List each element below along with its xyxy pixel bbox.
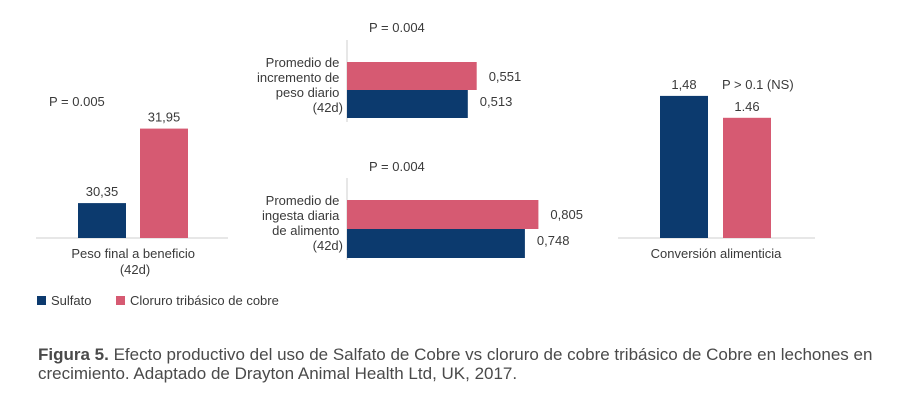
category-label-line: (42d): [120, 262, 150, 277]
bar-cloruro: [347, 200, 539, 229]
category-label-line: Peso final a beneficio: [71, 246, 195, 261]
data-label-sulfato: 0,748: [537, 233, 570, 248]
bar-sulfato: [78, 203, 126, 238]
category-label: Promedio de incremento de peso diario (4…: [257, 55, 343, 115]
bar-sulfato: [347, 229, 525, 258]
panel-conversion: P > 0.1 (NS) 1,48 1.46 Conversión alimen…: [618, 77, 815, 261]
category-label-line: Promedio de: [266, 193, 340, 208]
category-label: Peso final a beneficio (42d): [71, 246, 198, 277]
bar-cloruro: [140, 128, 188, 238]
bar-sulfato: [347, 90, 468, 118]
annotation-pvalue: P = 0.005: [49, 94, 105, 109]
figure-caption: Figura 5. Efecto productivo del uso de S…: [38, 345, 878, 383]
category-label-line: peso diario: [276, 85, 340, 100]
category-label-line: incremento de: [257, 70, 339, 85]
legend: Sulfato Cloruro tribásico de cobre: [37, 293, 279, 308]
legend-swatch-cloruro: [116, 296, 125, 305]
panel-incremento-peso: P = 0.004 0,551 0,513 Promedio de increm…: [257, 20, 521, 122]
category-label: Conversión alimenticia: [651, 246, 783, 261]
panel-ingesta-diaria: P = 0.004 0,805 0,748 Promedio de ingest…: [262, 159, 583, 260]
bar-cloruro: [347, 62, 477, 90]
legend-label-cloruro: Cloruro tribásico de cobre: [130, 293, 279, 308]
data-label-sulfato: 1,48: [671, 77, 696, 92]
data-label-cloruro: 0,805: [550, 207, 583, 222]
caption-label: Figura 5.: [38, 345, 109, 364]
category-label: Promedio de ingesta diaria de alimento (…: [262, 193, 343, 253]
category-label-line: de alimento: [272, 223, 339, 238]
category-label-line: (42d): [313, 100, 343, 115]
bar-cloruro: [723, 117, 771, 238]
data-label-cloruro: 0,551: [489, 69, 522, 84]
data-label-cloruro: 1.46: [734, 99, 759, 114]
panel-peso-final: P = 0.005 30,35 31,95 Peso final a benef…: [36, 94, 228, 277]
data-label-sulfato: 30,35: [86, 184, 119, 199]
category-label-line: ingesta diaria: [262, 208, 340, 223]
caption-text: Efecto productivo del uso de Salfato de …: [38, 345, 873, 383]
data-label-cloruro: 31,95: [148, 110, 181, 125]
category-label-line: Promedio de: [266, 55, 340, 70]
annotation-pvalue: P = 0.004: [369, 159, 425, 174]
data-label-sulfato: 0,513: [480, 94, 513, 109]
annotation-pvalue: P = 0.004: [369, 20, 425, 35]
legend-label-sulfato: Sulfato: [51, 293, 91, 308]
legend-swatch-sulfato: [37, 296, 46, 305]
category-label-line: (42d): [313, 238, 343, 253]
bar-sulfato: [660, 95, 708, 239]
annotation-pvalue: P > 0.1 (NS): [722, 77, 794, 92]
